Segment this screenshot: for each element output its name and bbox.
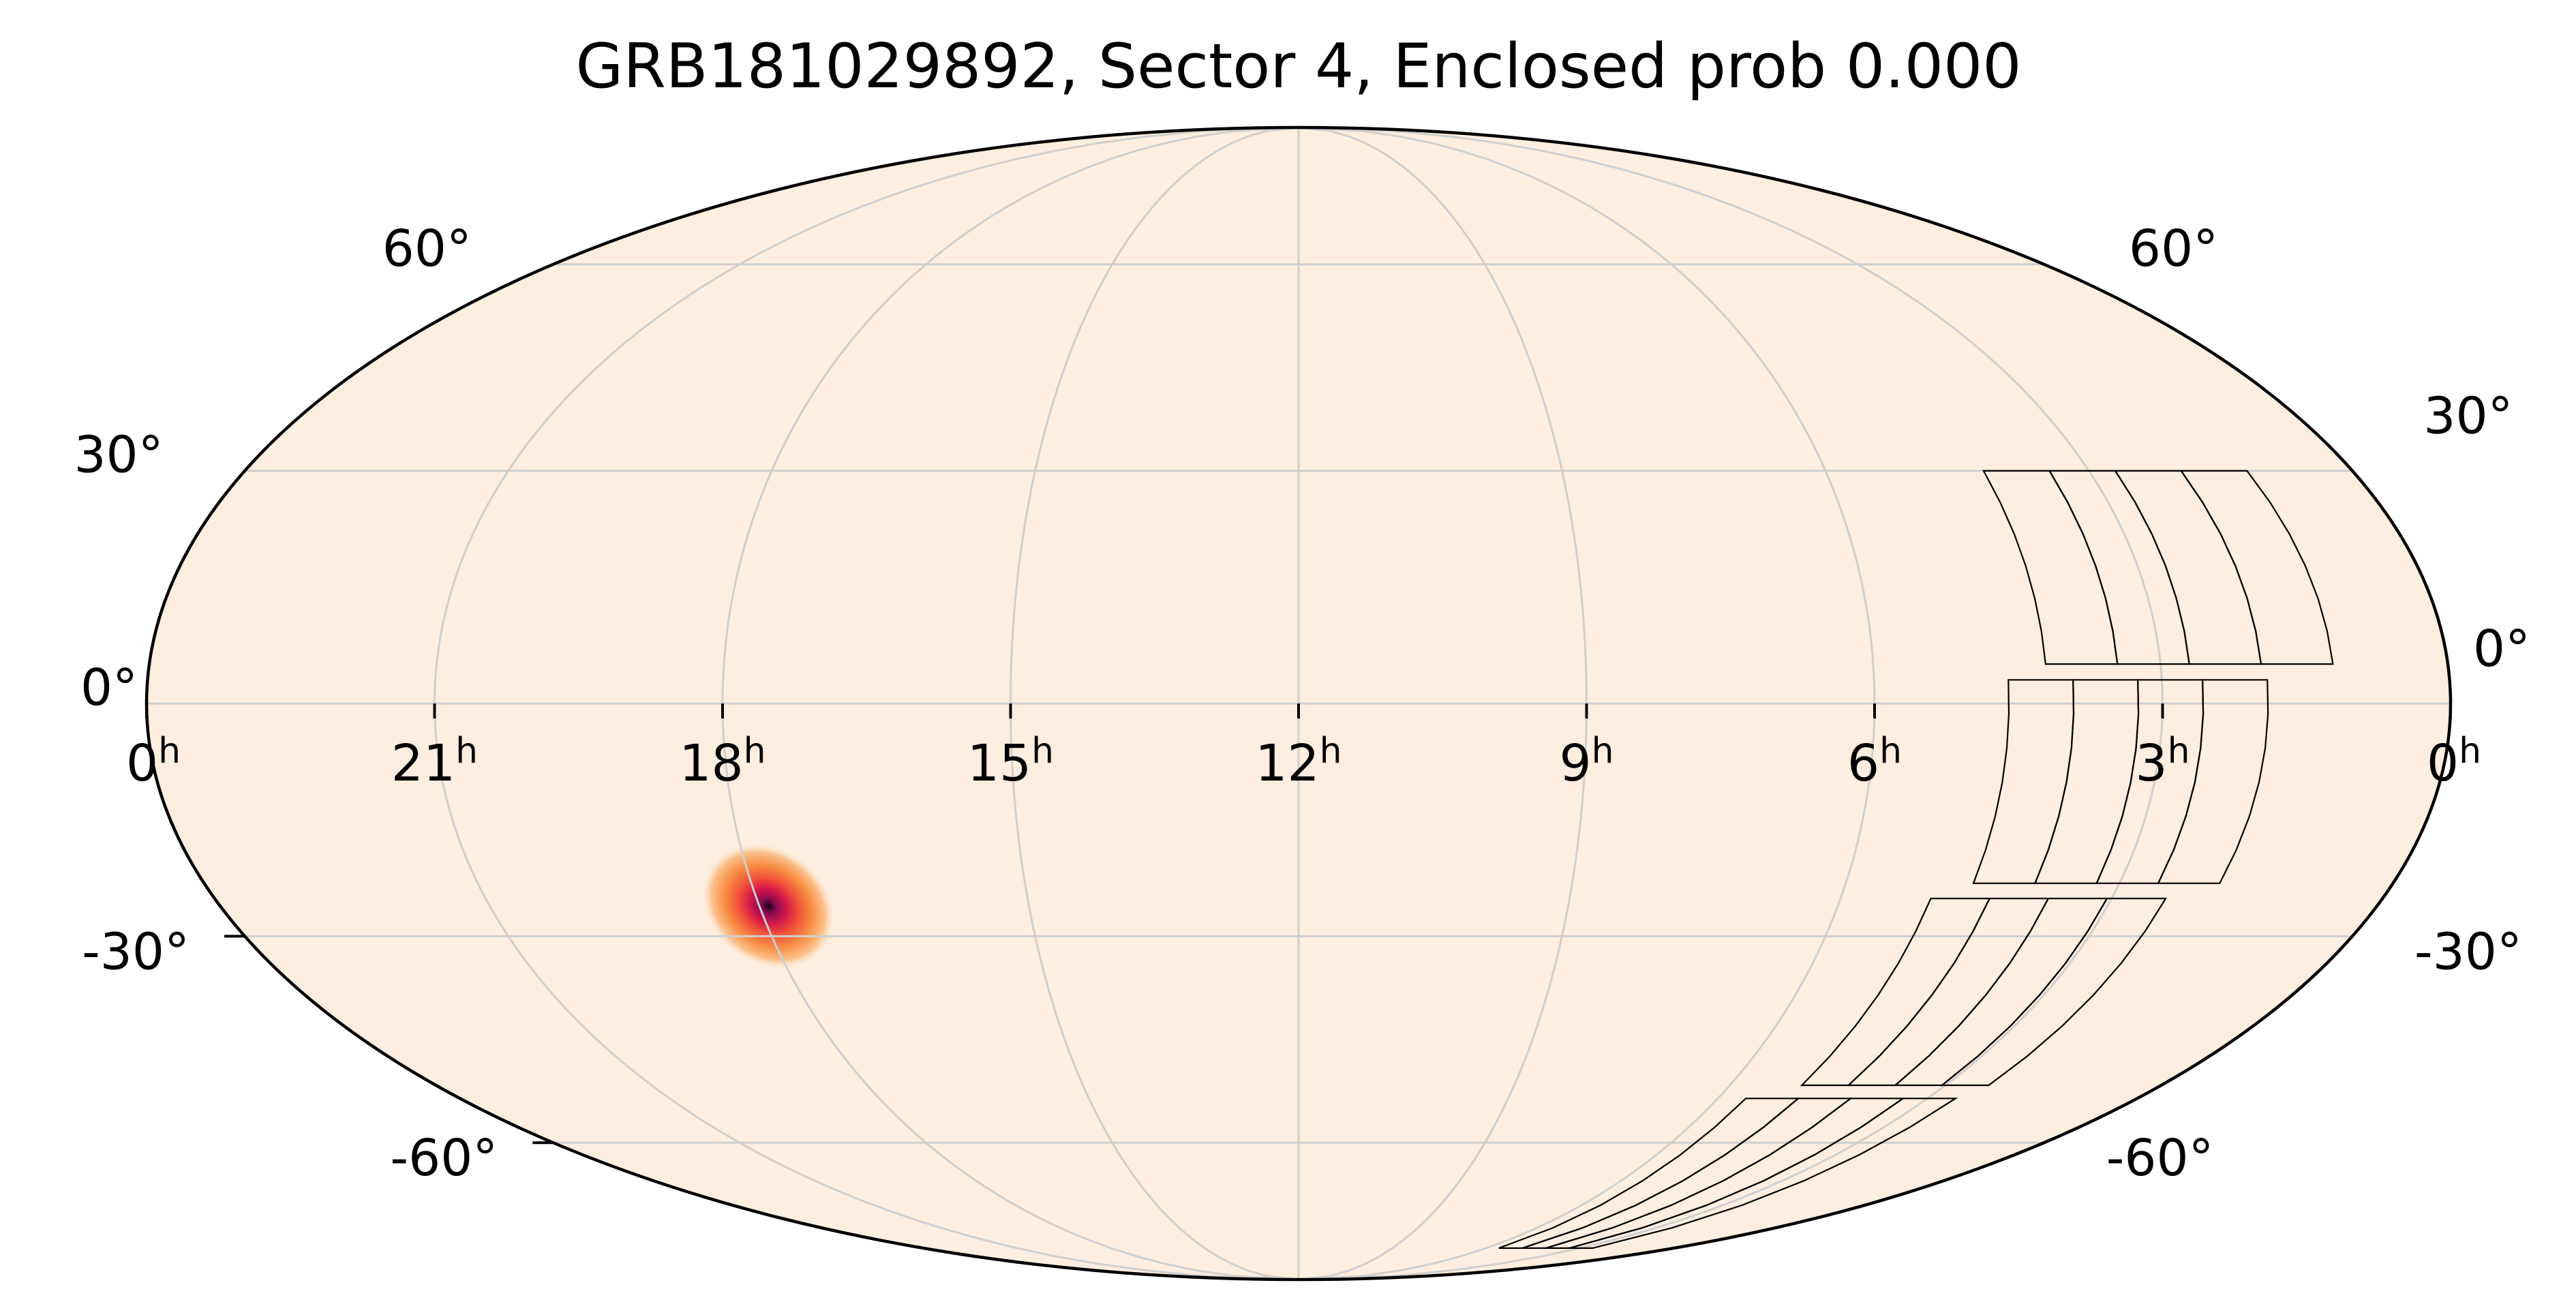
ra-tick-label: 0h: [126, 731, 181, 793]
dec-tick-label-left: 30°: [74, 426, 163, 485]
ra-tick-label: 15h: [967, 731, 1054, 793]
dec-tick-label-right: -30°: [2414, 922, 2522, 981]
footprint-ccd: [1800, 897, 1991, 1087]
dec-tick-label-right: 0°: [2473, 620, 2530, 678]
dec-tick-label-right: 30°: [2423, 387, 2513, 446]
ra-tick-label: 0h: [2427, 731, 2481, 793]
chart-title: GRB181029892, Sector 4, Enclosed prob 0.…: [575, 31, 2021, 102]
ra-tick-label: 6h: [1847, 731, 1902, 793]
footprint-ccd: [1982, 470, 2119, 665]
footprint-ccd: [1498, 1098, 1801, 1249]
probability-hotspot: [701, 843, 836, 970]
dec-tick-label-right: 60°: [2129, 220, 2218, 278]
dec-tick-label-left: -30°: [82, 922, 190, 981]
dec-tick-label-left: -60°: [390, 1129, 498, 1188]
footprint-ccd: [1972, 679, 2075, 884]
ra-tick-label: 18h: [679, 731, 766, 793]
ra-tick-label: 9h: [1559, 731, 1613, 793]
dec-tick-label-left: 0°: [80, 659, 138, 717]
ra-tick-label: 21h: [391, 731, 478, 793]
ra-tick-label: 3h: [2135, 731, 2189, 793]
ra-tick-label: 12h: [1255, 731, 1342, 793]
dec-tick-label-right: -60°: [2106, 1129, 2214, 1188]
dec-tick-label-left: 60°: [382, 220, 472, 278]
